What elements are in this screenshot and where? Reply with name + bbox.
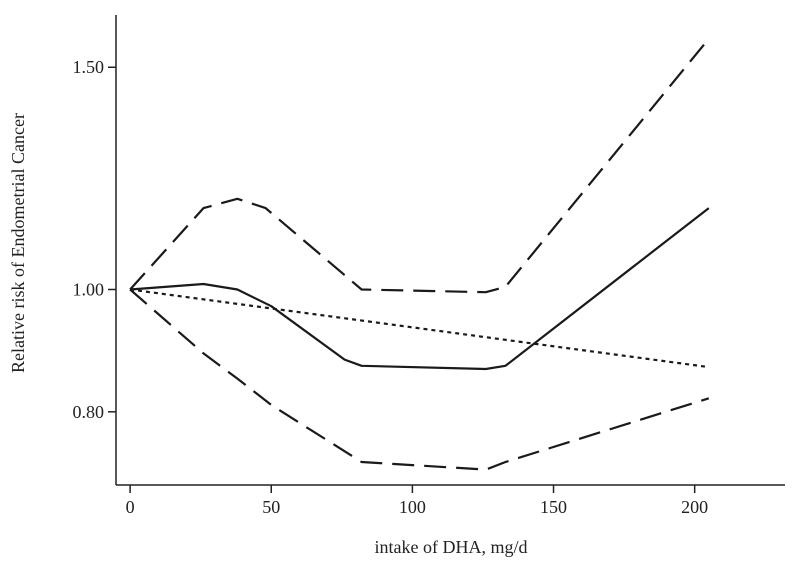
y-tick-label: 0.80 xyxy=(73,402,105,422)
axes: 0 50 100 150 200 0.80 1.00 1.50 xyxy=(73,15,785,517)
y-tick-label: 1.00 xyxy=(73,279,105,299)
x-tick-label: 150 xyxy=(540,497,567,517)
x-tick-label: 200 xyxy=(681,497,708,517)
series-layer xyxy=(129,38,710,471)
y-tick-label: 1.50 xyxy=(73,57,105,77)
confidence-bound-line xyxy=(129,288,710,471)
confidence-bound-line xyxy=(129,38,710,294)
x-tick-label: 50 xyxy=(262,497,280,517)
estimate-line xyxy=(130,207,710,371)
x-tick-label: 100 xyxy=(399,497,426,517)
y-axis-title: Relative risk of Endometrial Cancer xyxy=(8,113,28,373)
x-tick-label: 0 xyxy=(126,497,135,517)
x-axis-title: intake of DHA, mg/d xyxy=(375,537,528,557)
linear-trend-line xyxy=(129,288,709,369)
